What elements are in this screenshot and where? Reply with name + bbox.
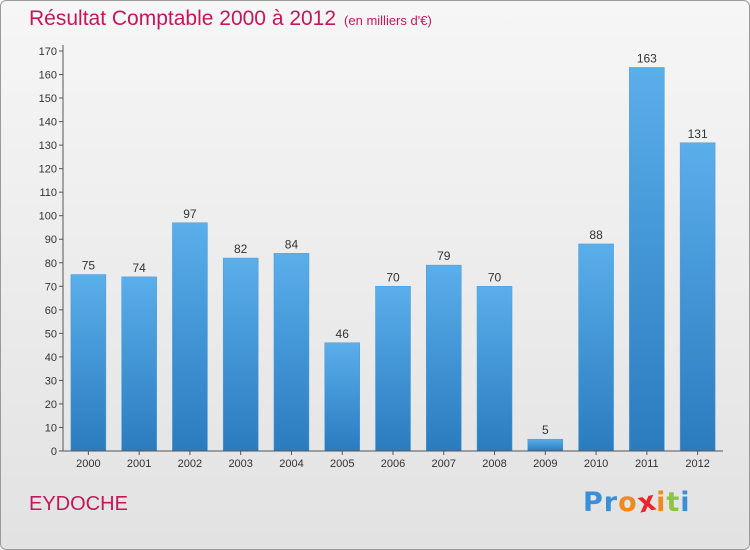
data-label-2001: 74 — [132, 261, 146, 275]
x-axis: 2000 2001 2002 2003 2004 2005 2006 2007 2008 2009… — [63, 450, 723, 470]
bar-2005[interactable] — [324, 342, 360, 452]
data-label-2002: 97 — [183, 207, 197, 221]
y-tick-label: 0 — [51, 446, 57, 458]
data-label-2008: 70 — [488, 270, 502, 284]
bars: 75 74 97 82 84 46 70 79 70 5 88 163 131 — [70, 51, 716, 452]
logo-letter: t — [666, 487, 681, 518]
y-tick-label: 100 — [39, 211, 57, 223]
bar-2008[interactable] — [476, 286, 513, 452]
y-tick-label: 40 — [45, 352, 57, 364]
x-tick-label: 2003 — [228, 458, 252, 470]
bar-2009[interactable] — [527, 438, 564, 452]
bar-2004[interactable] — [273, 253, 310, 452]
bar-2003[interactable] — [222, 257, 259, 452]
data-label-2009: 5 — [542, 423, 549, 437]
bar-2011[interactable] — [629, 67, 665, 452]
title-unit: (en milliers d'€) — [344, 13, 432, 28]
x-tick-label: 2012 — [685, 458, 709, 470]
y-tick-label: 10 — [45, 422, 57, 434]
y-tick-label: 20 — [45, 399, 57, 411]
chart-title: Résultat Comptable 2000 à 2012 (en millie… — [29, 7, 432, 31]
y-tick-label: 170 — [39, 46, 57, 58]
y-tick-label: 160 — [39, 70, 57, 82]
proxiti-logo[interactable]: Proxiti — [583, 485, 691, 519]
data-label-2011: 163 — [637, 51, 657, 65]
y-tick-label: 60 — [45, 305, 57, 317]
x-tick-label: 2011 — [635, 458, 659, 470]
bar-2000[interactable] — [70, 274, 107, 452]
data-label-2010: 88 — [589, 228, 603, 242]
x-tick-label: 2001 — [127, 458, 151, 470]
bar-2001[interactable] — [121, 276, 157, 452]
data-label-2006: 70 — [386, 270, 400, 284]
y-tick-label: 120 — [39, 164, 57, 176]
x-tick-label: 2002 — [178, 458, 202, 470]
x-tick-label: 2006 — [381, 458, 405, 470]
bar-2007[interactable] — [426, 264, 462, 452]
x-tick-label: 2010 — [584, 458, 608, 470]
y-tick-label: 150 — [39, 93, 57, 105]
y-tick-label: 30 — [45, 375, 57, 387]
y-tick-label: 110 — [39, 187, 57, 199]
title-main: Résultat Comptable 2000 à 2012 — [29, 7, 337, 30]
x-tick-label: 2000 — [76, 458, 100, 470]
logo-letter: o — [618, 487, 638, 518]
x-tick-label: 2005 — [330, 458, 354, 470]
x-tick-label: 2007 — [432, 458, 456, 470]
x-tick-label: 2008 — [482, 458, 506, 470]
x-tick-label: 2009 — [533, 458, 557, 470]
logo-letter: r — [603, 487, 619, 518]
y-tick-label: 70 — [45, 281, 57, 293]
data-label-2012: 131 — [688, 127, 708, 141]
data-label-2004: 84 — [285, 237, 299, 251]
logo-letter: i — [656, 487, 667, 518]
logo-letter: P — [583, 487, 604, 518]
logo-letter: i — [680, 487, 691, 518]
y-tick-label: 140 — [39, 117, 57, 129]
y-tick-label: 130 — [39, 140, 57, 152]
bar-2012[interactable] — [679, 142, 716, 452]
y-tick-label: 80 — [45, 258, 57, 270]
x-tick-label: 2004 — [279, 458, 303, 470]
bar-2002[interactable] — [172, 222, 208, 452]
data-label-2005: 46 — [336, 327, 350, 341]
y-axis: 0 10 20 30 40 50 60 70 80 90 100 110 120 130 140 150 160… — [39, 45, 64, 458]
data-label-2000: 75 — [82, 259, 96, 273]
y-tick-label: 90 — [45, 234, 57, 246]
data-label-2007: 79 — [437, 249, 451, 263]
bar-2006[interactable] — [375, 286, 411, 452]
y-tick-label: 50 — [45, 328, 57, 340]
data-label-2003: 82 — [234, 242, 248, 256]
bar-2010[interactable] — [578, 243, 614, 452]
commune-name: EYDOCHE — [29, 493, 128, 515]
